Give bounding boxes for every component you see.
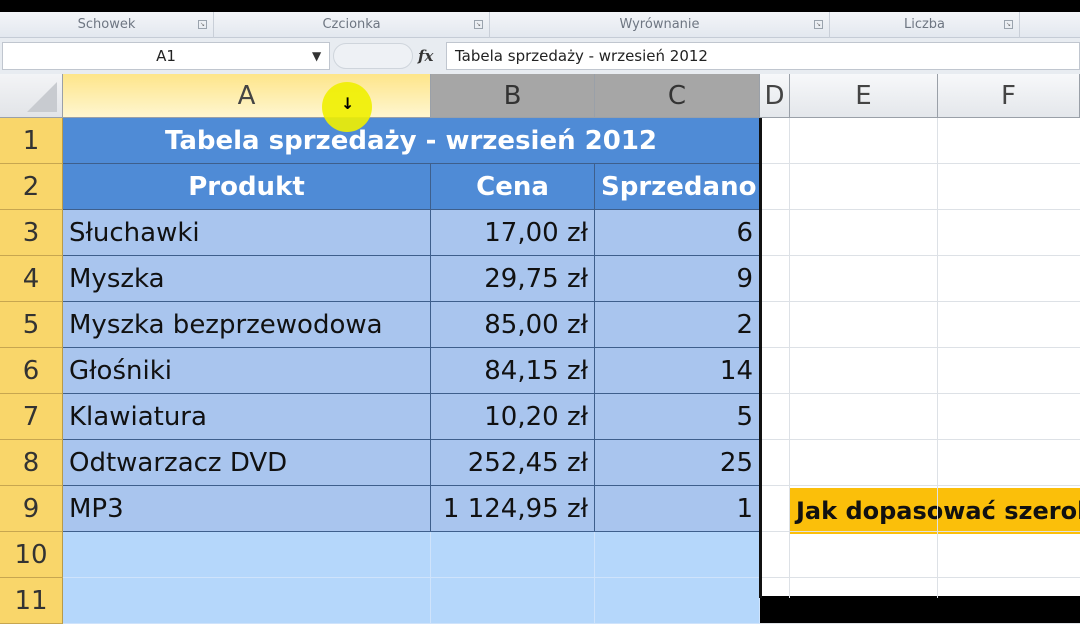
row-header-4[interactable]: 4 — [0, 256, 63, 302]
row-header-8[interactable]: 8 — [0, 440, 63, 486]
gridline — [760, 485, 1080, 486]
empty-selected-cell[interactable] — [431, 532, 595, 578]
dialog-launcher-icon[interactable]: ↘ — [814, 20, 823, 29]
column-heading-cell[interactable]: Produkt — [63, 164, 431, 210]
row-header-11[interactable]: 11 — [0, 578, 63, 624]
table-cell[interactable]: 29,75 zł — [431, 256, 595, 302]
empty-selected-cell[interactable] — [595, 532, 760, 578]
table-cell[interactable]: 2 — [595, 302, 760, 348]
row-header-5[interactable]: 5 — [0, 302, 63, 348]
table-cell[interactable]: MP3 — [63, 486, 431, 532]
table-cell[interactable]: 17,00 zł — [431, 210, 595, 256]
gridline — [760, 439, 1080, 440]
gridline — [760, 209, 1080, 210]
gridline — [760, 577, 1080, 578]
row-header-9[interactable]: 9 — [0, 486, 63, 532]
gridline — [760, 301, 1080, 302]
chevron-down-icon[interactable]: ▼ — [312, 49, 322, 63]
column-heading-cell[interactable]: Sprzedano — [595, 164, 760, 210]
row-header-10[interactable]: 10 — [0, 532, 63, 578]
ribbon-group-alignment: Wyrównanie ↘ — [490, 12, 830, 38]
select-all-button[interactable] — [0, 74, 63, 118]
group-label: Schowek — [77, 17, 136, 32]
column-heading-cell[interactable]: Cena — [431, 164, 595, 210]
ribbon-group-font: Czcionka ↘ — [214, 12, 490, 38]
name-box[interactable]: A1 — [2, 42, 330, 70]
table-cell[interactable]: 9 — [595, 256, 760, 302]
group-label: Liczba — [903, 17, 946, 32]
group-label: Wyrównanie — [619, 17, 700, 32]
column-header-b[interactable]: B — [431, 74, 595, 118]
spreadsheet-grid[interactable]: A B C D E F Jak dopasować szerokość 1234… — [0, 74, 1080, 624]
insert-function-icon[interactable]: fx — [418, 47, 434, 65]
column-header-c[interactable]: C — [595, 74, 760, 118]
row-header-7[interactable]: 7 — [0, 394, 63, 440]
gridline — [937, 118, 938, 598]
gridline — [760, 255, 1080, 256]
row-header-2[interactable]: 2 — [0, 164, 63, 210]
ribbon-group-labels: Schowek ↘ Czcionka ↘ Wyrównanie ↘ Liczba ↘ — [0, 12, 1080, 38]
table-cell[interactable]: Odtwarzacz DVD — [63, 440, 431, 486]
formula-bar-buttons — [333, 43, 413, 69]
selection-border — [759, 118, 762, 598]
ribbon-group-number: Liczba ↘ — [830, 12, 1020, 38]
row-header-3[interactable]: 3 — [0, 210, 63, 256]
table-cell[interactable]: 84,15 zł — [431, 348, 595, 394]
row-header-1[interactable]: 1 — [0, 118, 63, 164]
empty-selected-cell[interactable] — [431, 578, 595, 624]
table-cell[interactable]: 1 — [595, 486, 760, 532]
formula-bar: A1 ▼ fx Tabela sprzedaży - wrzesień 2012 — [0, 38, 1080, 74]
table-cell[interactable]: Myszka bezprzewodowa — [63, 302, 431, 348]
column-header-a[interactable]: A — [63, 74, 431, 118]
table-cell[interactable]: 85,00 zł — [431, 302, 595, 348]
gridline — [760, 531, 1080, 532]
table-cell[interactable]: 25 — [595, 440, 760, 486]
group-label: Czcionka — [322, 17, 381, 32]
table-cell[interactable]: 10,20 zł — [431, 394, 595, 440]
table-cell[interactable]: 252,45 zł — [431, 440, 595, 486]
gridline — [789, 118, 790, 598]
empty-selected-cell[interactable] — [595, 578, 760, 624]
column-header-d[interactable]: D — [760, 74, 790, 118]
row-header-6[interactable]: 6 — [0, 348, 63, 394]
table-title-cell[interactable]: Tabela sprzedaży - wrzesień 2012 — [63, 118, 760, 164]
empty-selected-cell[interactable] — [63, 532, 431, 578]
gridline — [760, 393, 1080, 394]
table-cell[interactable]: Klawiatura — [63, 394, 431, 440]
gridline — [760, 347, 1080, 348]
column-header-f[interactable]: F — [938, 74, 1080, 118]
dialog-launcher-icon[interactable]: ↘ — [474, 20, 483, 29]
formula-input[interactable]: Tabela sprzedaży - wrzesień 2012 — [446, 42, 1080, 70]
dialog-launcher-icon[interactable]: ↘ — [198, 20, 207, 29]
mouse-cursor-highlight: ↓ — [322, 82, 372, 132]
dialog-launcher-icon[interactable]: ↘ — [1004, 20, 1013, 29]
column-select-arrow-icon: ↓ — [341, 94, 355, 113]
column-header-e[interactable]: E — [790, 74, 938, 118]
empty-selected-cell[interactable] — [63, 578, 431, 624]
table-cell[interactable]: Głośniki — [63, 348, 431, 394]
table-cell[interactable]: Myszka — [63, 256, 431, 302]
table-cell[interactable]: 14 — [595, 348, 760, 394]
table-cell[interactable]: 5 — [595, 394, 760, 440]
ribbon-group-clipboard: Schowek ↘ — [0, 12, 214, 38]
note-cell-e9[interactable]: Jak dopasować szerokość — [790, 488, 1080, 534]
gridline — [760, 163, 1080, 164]
table-cell[interactable]: Słuchawki — [63, 210, 431, 256]
table-cell[interactable]: 6 — [595, 210, 760, 256]
table-cell[interactable]: 1 124,95 zł — [431, 486, 595, 532]
